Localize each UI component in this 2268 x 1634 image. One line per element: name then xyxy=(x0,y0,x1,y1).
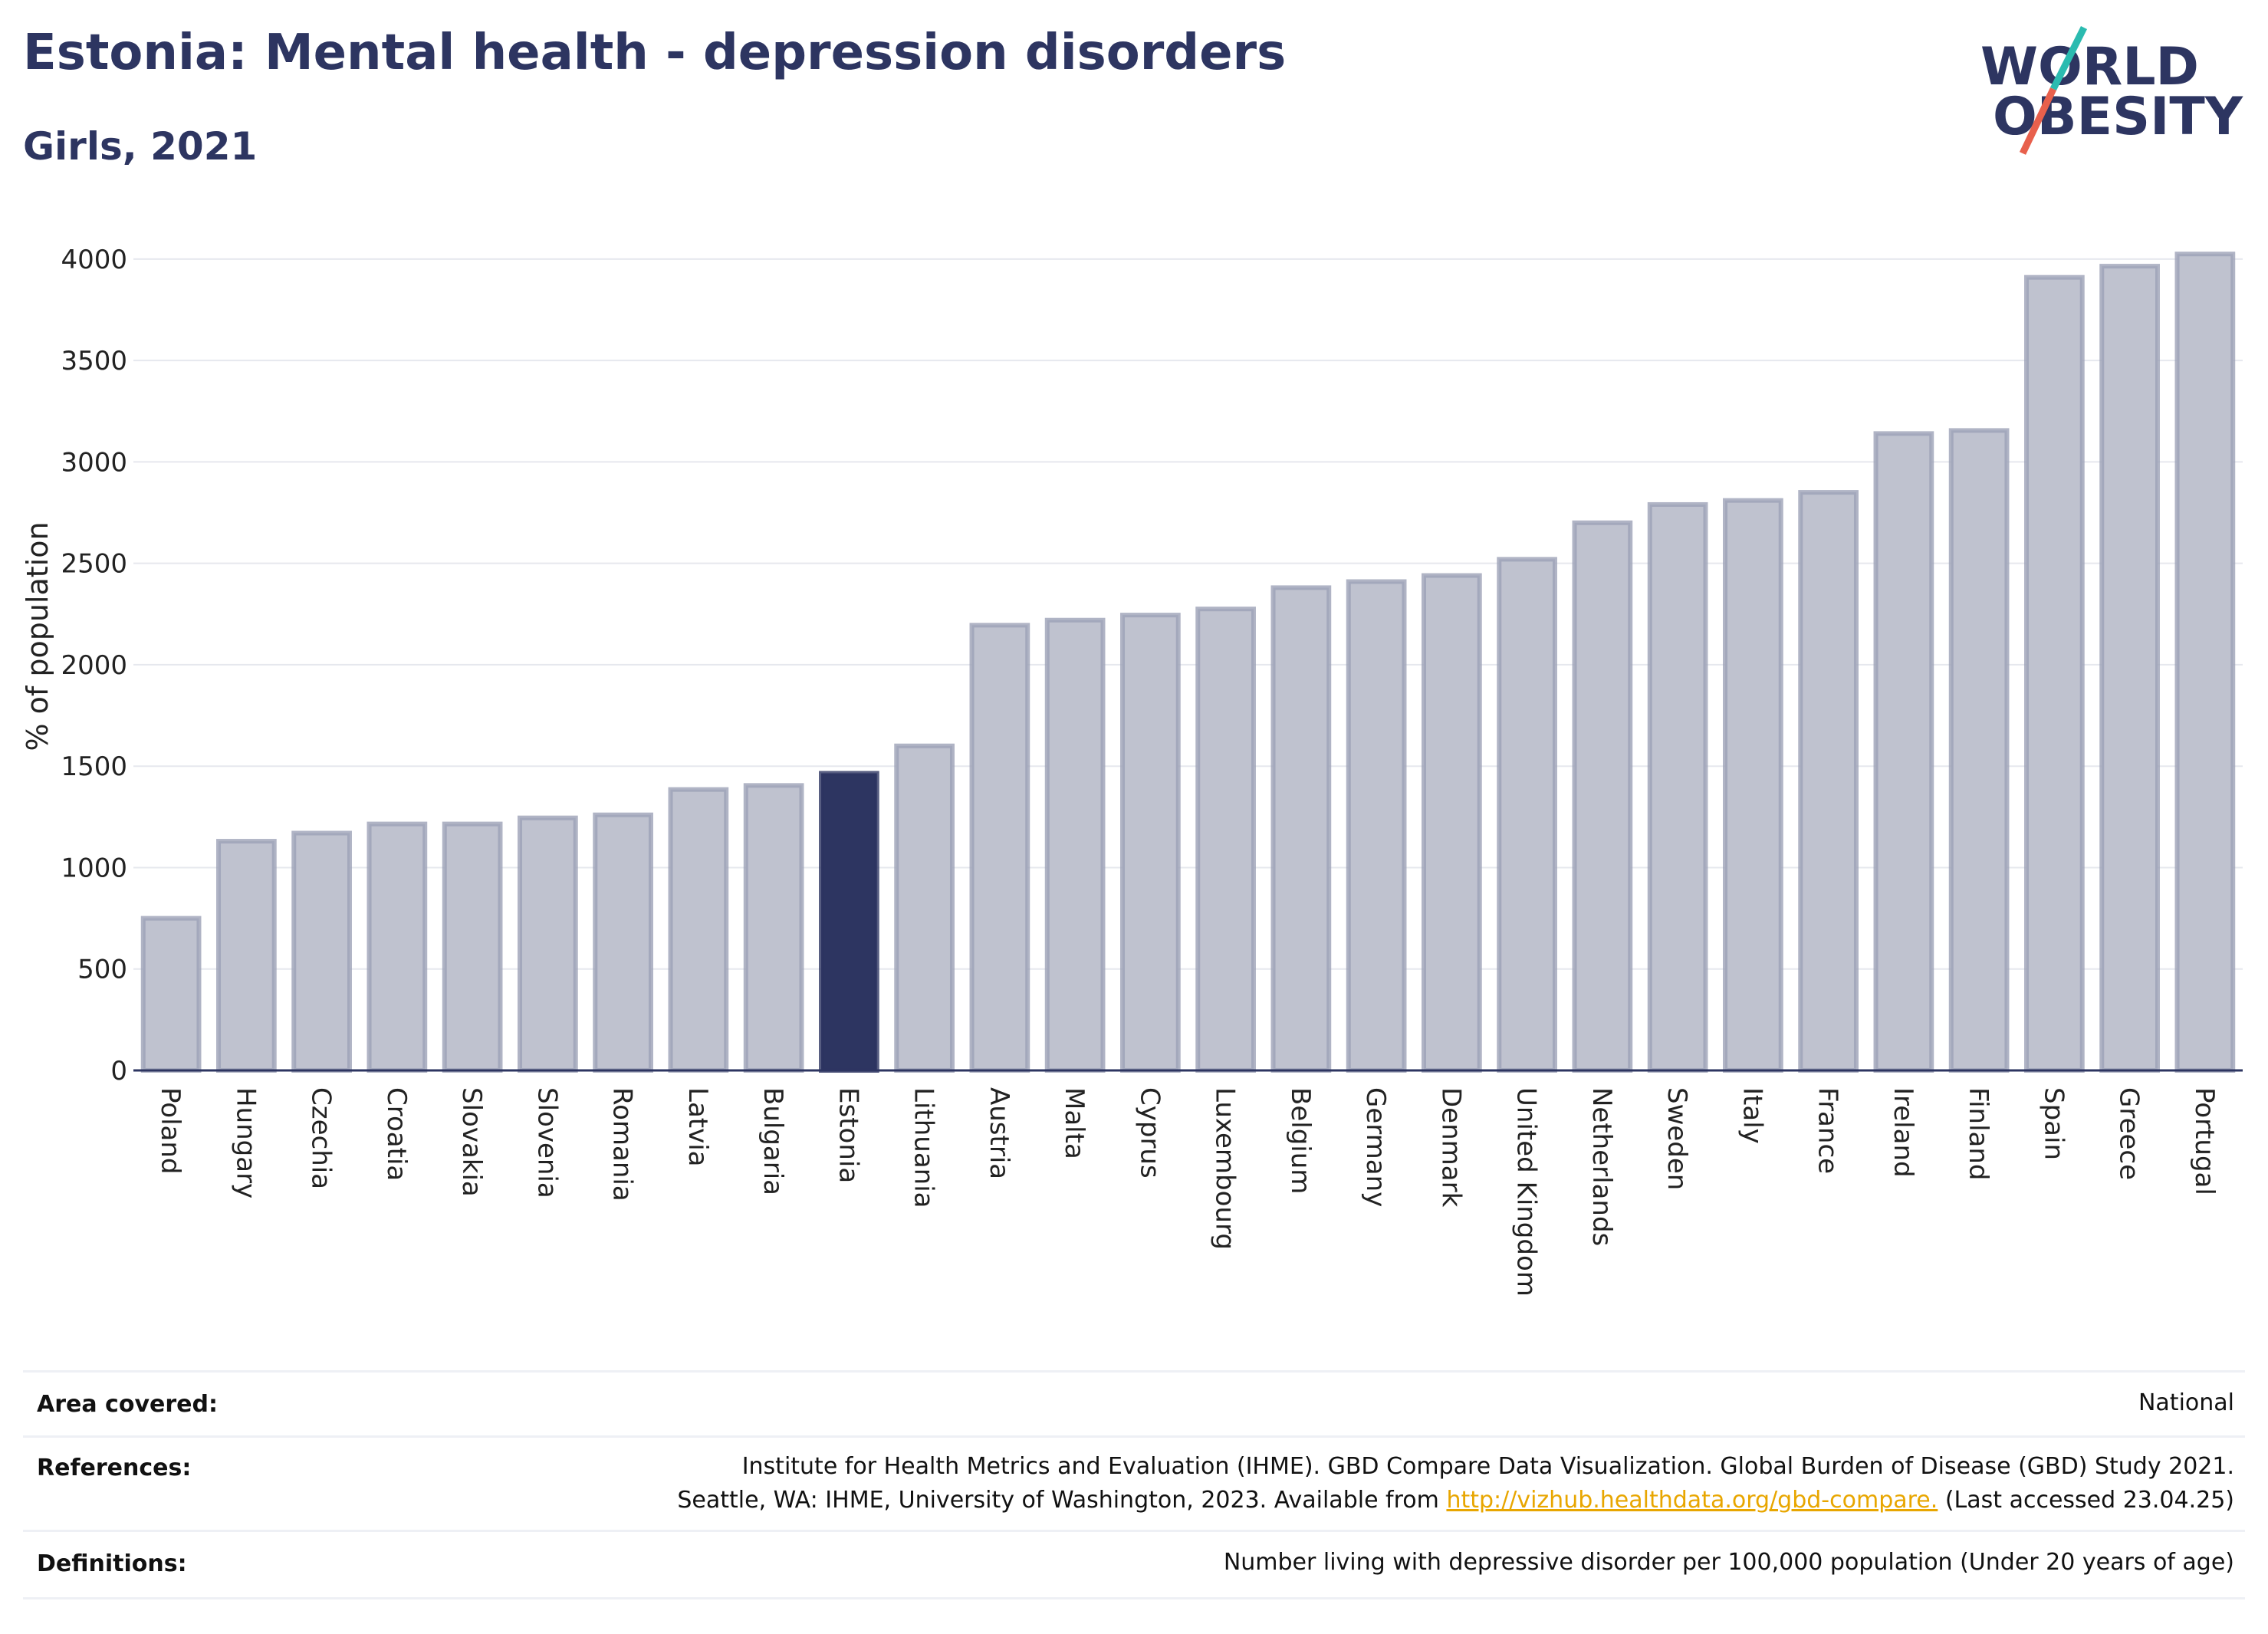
x-tick-label: Poland xyxy=(155,1087,186,1175)
x-tick-label: United Kingdom xyxy=(1511,1087,1542,1297)
bar xyxy=(1044,617,1106,1073)
x-tick-label: Germany xyxy=(1360,1087,1391,1207)
reference-text: Seattle, WA: IHME, University of Washing… xyxy=(677,1487,1439,1514)
bar xyxy=(2174,252,2236,1073)
bar xyxy=(1948,428,2010,1073)
bar xyxy=(743,783,804,1073)
y-tick-label: 4000 xyxy=(61,245,127,275)
bar xyxy=(2024,275,2085,1073)
x-tick-label: Belgium xyxy=(1285,1087,1316,1194)
bar xyxy=(216,839,277,1073)
y-tick-label: 2000 xyxy=(61,650,127,681)
x-tick-label: Croatia xyxy=(381,1087,412,1181)
bar xyxy=(1647,501,1708,1073)
y-tick-label: 3500 xyxy=(61,346,127,376)
y-tick-label: 3000 xyxy=(61,447,127,478)
bar xyxy=(1723,498,1783,1073)
x-tick-label: Luxembourg xyxy=(1210,1087,1241,1250)
bar xyxy=(518,815,578,1073)
chart: Estonia: Mental health - depression diso… xyxy=(21,25,2243,1297)
bar xyxy=(1120,613,1181,1073)
x-tick-label: Denmark xyxy=(1435,1087,1466,1208)
bar xyxy=(1798,490,1859,1073)
logo-slash xyxy=(2049,25,2088,91)
bar xyxy=(442,821,503,1073)
x-tick-label: Hungary xyxy=(230,1087,261,1198)
footer-row: Area covered: National xyxy=(23,1370,2245,1438)
bar xyxy=(1195,607,1256,1073)
y-tick-label: 1000 xyxy=(61,853,127,883)
bar xyxy=(366,821,428,1073)
x-tick-label: France xyxy=(1813,1087,1843,1174)
x-tick-label: Greece xyxy=(2114,1087,2145,1180)
footer-label: Definitions: xyxy=(37,1550,187,1577)
x-tick-label: Malta xyxy=(1059,1087,1090,1159)
x-tick-label: Slovenia xyxy=(531,1087,562,1198)
x-tick-label: Portugal xyxy=(2189,1087,2220,1195)
logo-text: OBESITY xyxy=(1993,87,2243,147)
reference-text: (Last accessed 23.04.25) xyxy=(1944,1487,2234,1514)
x-tick-label: Romania xyxy=(607,1087,638,1202)
chart-title: Estonia: Mental health - depression diso… xyxy=(23,25,1286,81)
y-tick-label: 1500 xyxy=(61,751,127,782)
footer-label: References: xyxy=(37,1455,192,1481)
y-axis-label: % of population xyxy=(21,521,54,751)
x-tick-label: Estonia xyxy=(833,1087,863,1183)
x-tick-label: Spain xyxy=(2038,1087,2069,1160)
x-tick-label: Lithuania xyxy=(909,1087,939,1208)
footer-value: Number living with depressive disorder p… xyxy=(1223,1549,2234,1576)
bar xyxy=(969,623,1030,1073)
footer-row: References: Institute for Health Metrics… xyxy=(23,1435,2245,1532)
y-tick-label: 500 xyxy=(77,955,127,985)
x-tick-label: Slovakia xyxy=(456,1087,487,1197)
bar xyxy=(1572,520,1633,1073)
x-tick-label: Czechia xyxy=(306,1087,337,1189)
bar xyxy=(668,787,729,1073)
bar xyxy=(140,916,202,1073)
x-tick-label: Austria xyxy=(984,1087,1014,1179)
bar xyxy=(593,812,653,1073)
reference-line: Seattle, WA: IHME, University of Washing… xyxy=(677,1484,2234,1517)
chart-subtitle: Girls, 2021 xyxy=(23,124,257,169)
x-tick-label: Netherlands xyxy=(1586,1087,1617,1246)
bar xyxy=(291,830,352,1073)
bar xyxy=(2099,264,2160,1073)
x-tick-label: Ireland xyxy=(1888,1087,1918,1178)
bar xyxy=(1422,573,1482,1073)
footer-value: National xyxy=(2138,1389,2234,1416)
y-tick-label: 2500 xyxy=(61,549,127,580)
footer-row: Definitions: Number living with depressi… xyxy=(23,1530,2245,1599)
bar xyxy=(1497,557,1557,1073)
x-tick-label: Sweden xyxy=(1662,1087,1692,1190)
reference-link[interactable]: http://vizhub.healthdata.org/gbd-compare… xyxy=(1446,1487,1938,1514)
reference-line: Institute for Health Metrics and Evaluat… xyxy=(741,1453,2234,1480)
footer-label: Area covered: xyxy=(37,1391,218,1418)
bar xyxy=(1873,431,1934,1073)
bar xyxy=(819,771,879,1073)
bar xyxy=(894,743,955,1073)
x-tick-label: Bulgaria xyxy=(758,1087,788,1195)
bar xyxy=(1270,585,1332,1073)
x-tick-label: Latvia xyxy=(682,1087,713,1167)
x-tick-label: Cyprus xyxy=(1134,1087,1165,1179)
x-tick-label: Italy xyxy=(1737,1087,1767,1144)
x-tick-label: Finland xyxy=(1963,1087,1994,1181)
bar xyxy=(1346,579,1407,1073)
logo-slash xyxy=(2019,87,2057,155)
y-tick-label: 0 xyxy=(110,1056,127,1087)
logo-text: WORLD xyxy=(1980,37,2199,97)
footer-value: Institute for Health Metrics and Evaluat… xyxy=(677,1450,2234,1517)
